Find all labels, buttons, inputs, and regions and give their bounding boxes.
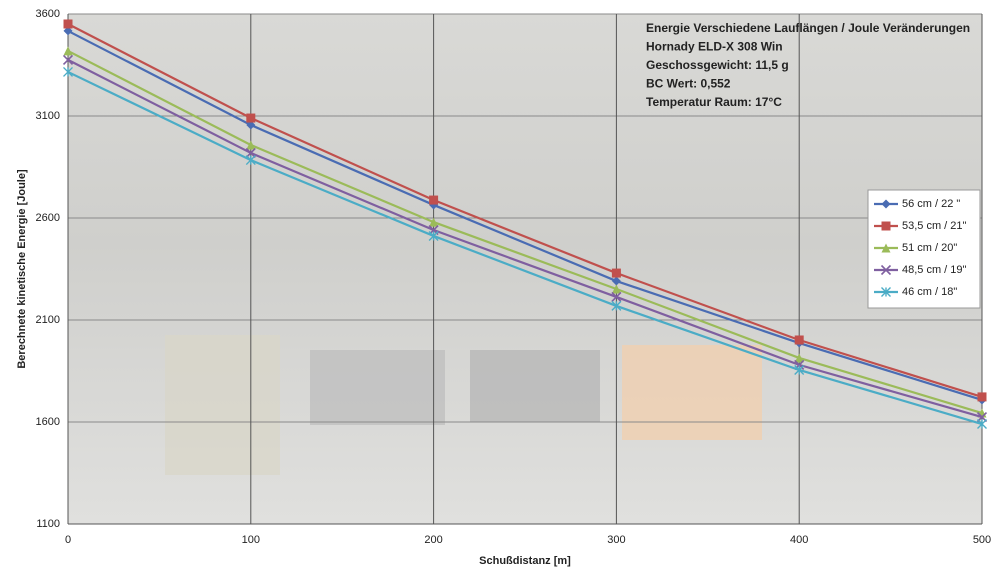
- legend-label: 48,5 cm / 19": [902, 264, 967, 276]
- legend-label: 46 cm / 18": [902, 286, 957, 298]
- x-tick-label: 100: [242, 534, 260, 546]
- marker: [246, 120, 256, 130]
- y-axis-label: Berechnete kinetische Energie [Joule]: [16, 169, 28, 369]
- y-tick-label: 2600: [36, 212, 60, 224]
- marker: [63, 66, 73, 77]
- legend-label: 56 cm / 22 ": [902, 198, 960, 210]
- marker: [977, 419, 987, 430]
- series-line: [67, 58, 983, 419]
- marker: [429, 217, 439, 227]
- marker: [246, 113, 256, 123]
- marker: [794, 364, 805, 375]
- annotation: Geschossgewicht: 11,5 g: [646, 58, 789, 72]
- x-tick-label: 200: [424, 534, 442, 546]
- y-tick-label: 2100: [36, 314, 60, 326]
- marker: [880, 264, 892, 276]
- marker: [881, 199, 891, 209]
- marker: [881, 243, 891, 253]
- x-tick-label: 500: [973, 534, 991, 546]
- y-tick-label: 1600: [36, 416, 60, 428]
- marker: [246, 140, 256, 150]
- marker: [794, 335, 804, 345]
- marker: [611, 284, 621, 294]
- marker: [611, 276, 621, 286]
- series-line: [67, 49, 983, 415]
- x-tick-label: 300: [607, 534, 625, 546]
- x-tick-label: 0: [65, 534, 71, 546]
- marker: [245, 155, 256, 166]
- annotation: Temperatur Raum: 17°C: [646, 95, 782, 109]
- marker: [63, 19, 73, 29]
- marker: [62, 54, 74, 65]
- annotation: BC Wert: 0,552: [646, 77, 731, 91]
- y-tick-label: 3100: [36, 110, 60, 122]
- photo-box: [622, 345, 762, 440]
- x-axis-label: Schußdistanz [m]: [479, 555, 571, 567]
- marker: [611, 268, 621, 278]
- marker: [977, 392, 987, 402]
- annotation: Hornady ELD-X 308 Win: [646, 40, 783, 54]
- marker: [63, 46, 73, 56]
- photo-box: [470, 350, 600, 422]
- series-line: [67, 23, 983, 398]
- marker: [794, 353, 804, 363]
- marker: [611, 300, 622, 311]
- photo-box: [310, 350, 445, 425]
- marker: [881, 221, 891, 231]
- legend-label: 51 cm / 20": [902, 242, 957, 254]
- x-tick-label: 400: [790, 534, 808, 546]
- annotation: Energie Verschiedene Lauflängen / Joule …: [646, 21, 970, 35]
- series-line: [67, 29, 983, 402]
- marker: [611, 291, 622, 303]
- marker: [63, 26, 73, 36]
- marker: [428, 230, 439, 241]
- marker: [881, 287, 891, 297]
- marker: [245, 147, 256, 158]
- y-tick-label: 3600: [36, 8, 60, 20]
- series-line: [67, 70, 983, 426]
- marker: [429, 195, 439, 205]
- y-tick-label: 1100: [36, 518, 60, 530]
- legend-label: 53,5 cm / 21": [902, 220, 967, 232]
- photo-box: [165, 335, 280, 475]
